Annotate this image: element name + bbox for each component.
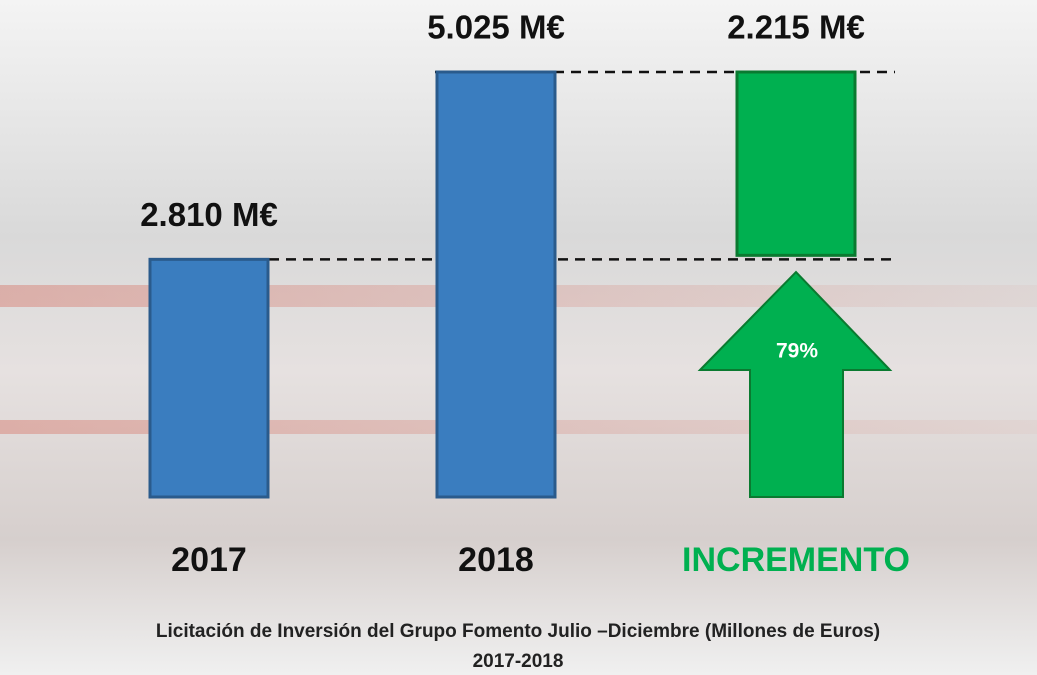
chart-title: Licitación de Inversión del Grupo Foment…: [156, 621, 880, 642]
value-label: 5.025 M€: [427, 9, 565, 46]
bar: [150, 259, 268, 497]
value-label: 2.810 M€: [140, 196, 278, 233]
category-label: INCREMENTO: [682, 541, 910, 579]
chart-subtitle: 2017-2018: [473, 651, 564, 672]
category-label: 2018: [458, 541, 534, 579]
value-label: 2.215 M€: [727, 9, 865, 46]
bar: [737, 72, 855, 255]
bar: [437, 72, 555, 497]
annotation: 79%: [776, 340, 818, 363]
chart: 79% Licitación de Inversión del Grupo Fo…: [0, 0, 1037, 675]
category-label: 2017: [171, 541, 247, 579]
